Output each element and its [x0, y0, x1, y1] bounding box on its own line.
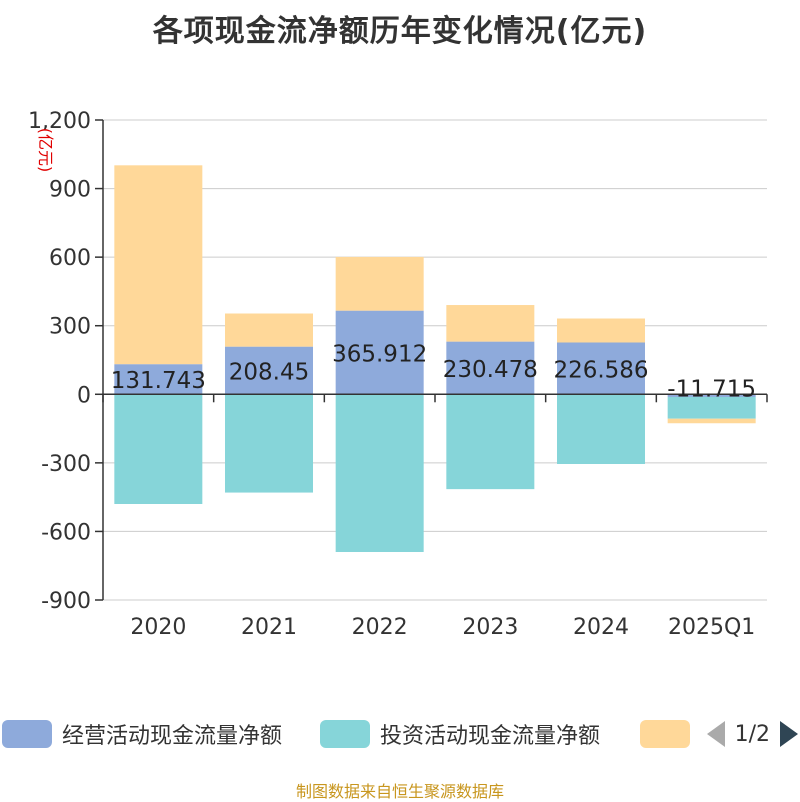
x-tick-label: 2024	[573, 615, 629, 640]
bar-investing	[667, 396, 756, 419]
x-tick-label: 2022	[352, 615, 408, 640]
chart-title: 各项现金流净额历年变化情况(亿元)	[152, 14, 648, 49]
x-tick-label: 2021	[241, 615, 297, 640]
y-tick-label: -900	[41, 589, 91, 614]
legend-label-investing: 投资活动现金流量净额	[380, 724, 601, 749]
chart-legend: 经营活动现金流量净额 投资活动现金流量净额 1/2	[0, 716, 800, 752]
legend-page-indicator: 1/2	[734, 721, 770, 747]
data-label-operating: 230.478	[443, 357, 538, 383]
legend-item-financing[interactable]	[640, 716, 690, 752]
data-source-note: 制图数据来自恒生聚源数据库	[295, 782, 504, 801]
bar-financing	[225, 313, 313, 347]
bar-investing	[114, 394, 203, 504]
x-tick-label: 2025Q1	[668, 615, 755, 640]
bar-financing	[667, 418, 756, 424]
next-page-icon[interactable]	[778, 719, 800, 749]
bar-operating	[667, 394, 756, 397]
legend-label-operating: 经营活动现金流量净额	[62, 724, 283, 749]
y-tick-label: 900	[49, 178, 91, 203]
bar-operating	[225, 346, 313, 395]
bar-investing	[225, 394, 313, 493]
prev-page-icon[interactable]	[705, 719, 727, 749]
x-tick-label: 2020	[130, 615, 186, 640]
legend-swatch-investing	[320, 720, 370, 748]
bar-operating	[335, 310, 424, 395]
legend-item-operating[interactable]: 经营活动现金流量净额	[2, 716, 282, 752]
bar-operating	[114, 364, 203, 395]
y-tick-label: -300	[41, 452, 91, 477]
bar-operating	[446, 341, 535, 395]
data-label-operating: -11.715	[667, 376, 756, 402]
y-tick-label: 1,200	[28, 109, 91, 134]
legend-swatch-financing	[640, 720, 690, 748]
y-tick-label: 300	[49, 315, 91, 340]
bar-financing	[335, 256, 424, 311]
legend-item-investing[interactable]: 投资活动现金流量净额	[320, 716, 600, 752]
x-tick-label: 2023	[462, 615, 518, 640]
bar-operating	[557, 342, 645, 395]
data-label-operating: 131.743	[111, 368, 206, 394]
bar-investing	[335, 394, 424, 552]
y-axis-unit-label: (亿元)	[36, 128, 55, 173]
data-label-operating: 226.586	[553, 357, 648, 383]
legend-swatch-operating	[2, 720, 52, 748]
data-label-operating: 208.45	[229, 359, 309, 385]
data-label-operating: 365.912	[332, 341, 427, 367]
y-tick-label: -600	[41, 520, 91, 545]
y-tick-label: 600	[49, 246, 91, 271]
legend-pager: 1/2	[705, 716, 800, 752]
bar-financing	[557, 318, 645, 343]
bar-financing	[446, 305, 535, 342]
bar-investing	[557, 394, 645, 464]
bar-financing	[114, 165, 203, 365]
bar-investing	[446, 394, 535, 490]
y-tick-label: 0	[77, 383, 91, 408]
